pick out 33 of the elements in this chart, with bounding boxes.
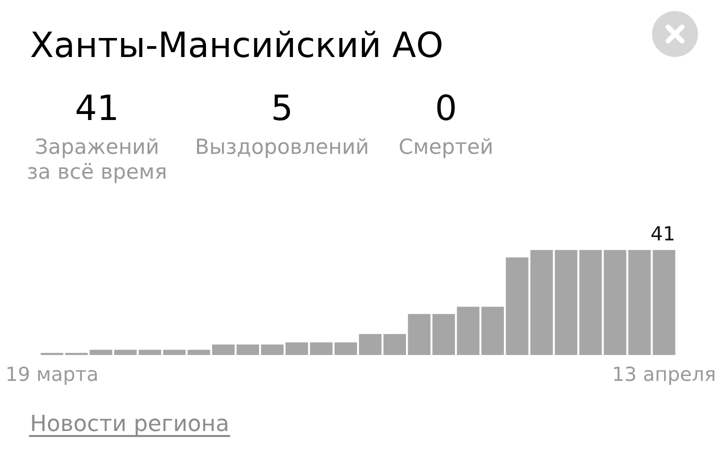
bar <box>358 334 382 355</box>
bar <box>383 334 406 355</box>
text: 41 <box>76 94 116 120</box>
bar <box>90 350 112 355</box>
x-tick-label: 13 апреля <box>614 366 714 385</box>
bar <box>408 314 430 355</box>
bar <box>188 350 210 355</box>
annotation: 41 <box>651 226 674 240</box>
text: Выздоровлений <box>197 138 368 158</box>
bar <box>554 250 578 355</box>
text: Смертей <box>400 138 492 158</box>
bar <box>481 306 504 355</box>
bar <box>530 250 553 355</box>
text: Новости региона <box>32 414 228 436</box>
bar <box>236 344 260 355</box>
bar <box>212 344 235 355</box>
bar <box>261 344 284 355</box>
bar <box>456 306 480 355</box>
x-tick-label: 19 марта <box>8 366 97 385</box>
chart-title: Ханты-Мансийский АО <box>31 30 442 58</box>
bar <box>579 250 602 355</box>
bar <box>163 350 186 355</box>
bar <box>286 342 308 355</box>
text: 5 <box>274 94 290 120</box>
bar <box>506 257 528 355</box>
bar <box>138 350 162 355</box>
bar <box>114 350 137 355</box>
bar <box>432 314 455 355</box>
bar <box>334 342 358 355</box>
bar <box>310 342 333 355</box>
bar <box>604 250 626 355</box>
text: 0 <box>437 94 455 120</box>
text: Заражений за всё время <box>28 138 166 184</box>
